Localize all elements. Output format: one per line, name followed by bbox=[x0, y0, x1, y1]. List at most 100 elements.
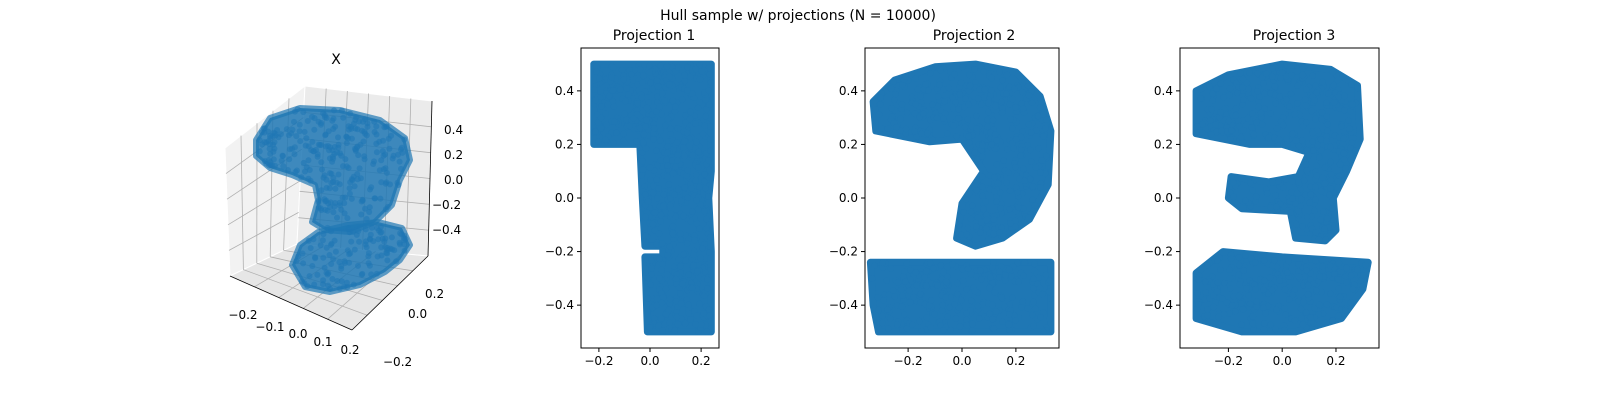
scatter-point bbox=[348, 195, 355, 202]
scatter-point bbox=[1028, 99, 1036, 107]
scatter-point bbox=[1043, 116, 1050, 123]
scatter-point bbox=[1283, 135, 1290, 143]
scatter-point bbox=[315, 197, 322, 204]
scatter-point bbox=[885, 325, 892, 332]
scatter-point bbox=[1273, 203, 1280, 211]
scatter-point bbox=[981, 86, 989, 93]
scatter-point bbox=[651, 315, 658, 322]
scatter-point bbox=[356, 238, 363, 245]
scatter-point bbox=[1235, 292, 1243, 300]
scatter-point bbox=[940, 86, 947, 93]
scatter-point bbox=[320, 110, 327, 117]
scatter-point bbox=[1046, 315, 1053, 323]
scatter-point bbox=[1006, 206, 1013, 213]
scatter-point bbox=[1015, 278, 1022, 285]
scatter-point bbox=[703, 224, 710, 232]
scatter-point bbox=[1030, 285, 1037, 292]
scatter-point bbox=[321, 264, 328, 271]
scatter-point bbox=[988, 74, 995, 82]
scatter-point bbox=[1256, 93, 1263, 100]
scatter-point bbox=[1302, 119, 1310, 126]
scatter-point bbox=[1238, 300, 1245, 307]
scatter-point bbox=[672, 163, 679, 171]
scatter-point bbox=[341, 200, 348, 207]
scatter-point bbox=[1267, 204, 1274, 211]
scatter-point bbox=[931, 311, 938, 318]
scatter-point bbox=[383, 123, 390, 130]
scatter-point bbox=[396, 239, 403, 246]
scatter-point bbox=[1317, 187, 1325, 195]
scatter-point bbox=[650, 125, 658, 132]
scatter-point bbox=[976, 315, 983, 322]
scatter-point bbox=[1240, 126, 1247, 134]
scatter-point bbox=[910, 293, 917, 301]
scatter-point bbox=[1024, 82, 1032, 90]
scatter-point bbox=[989, 301, 996, 309]
scatter-point bbox=[696, 225, 703, 232]
scatter-point bbox=[907, 276, 914, 283]
scatter-point bbox=[622, 97, 629, 105]
scatter-point bbox=[373, 149, 380, 156]
scatter-point bbox=[1030, 292, 1038, 299]
scatter-point bbox=[1329, 317, 1337, 324]
scatter-point bbox=[1309, 138, 1316, 145]
scatter-point bbox=[697, 254, 704, 262]
scatter-point bbox=[707, 135, 714, 143]
scatter-point bbox=[902, 278, 909, 285]
scatter-point bbox=[707, 79, 715, 86]
scatter-point bbox=[662, 311, 670, 318]
scatter-point bbox=[689, 208, 696, 215]
scatter-point bbox=[666, 202, 674, 209]
scatter-point bbox=[358, 211, 365, 218]
scatter-point bbox=[991, 131, 999, 138]
scatter-point bbox=[929, 101, 936, 108]
scatter-point bbox=[677, 290, 684, 297]
scatter-point bbox=[271, 145, 278, 152]
scatter-point bbox=[993, 137, 1000, 144]
scatter-point bbox=[354, 143, 361, 150]
scatter-point bbox=[683, 240, 691, 247]
scatter-point bbox=[702, 113, 709, 120]
scatter-point bbox=[989, 279, 996, 286]
scatter-point bbox=[1012, 136, 1020, 143]
scatter-point bbox=[692, 171, 700, 179]
scatter-point bbox=[1018, 304, 1025, 311]
scatter-point bbox=[1304, 291, 1312, 298]
scatter-point bbox=[342, 156, 349, 163]
scatter-point bbox=[384, 250, 391, 257]
scatter-point bbox=[366, 204, 373, 211]
scatter-point bbox=[362, 241, 369, 248]
scatter-point bbox=[356, 118, 363, 125]
scatter-point bbox=[680, 251, 687, 258]
scatter-point bbox=[1021, 177, 1028, 184]
scatter-point bbox=[653, 302, 660, 309]
scatter-point bbox=[683, 129, 691, 137]
scatter-point bbox=[902, 125, 910, 133]
scatter-point bbox=[875, 306, 882, 314]
scatter-point bbox=[973, 112, 980, 120]
scatter-point bbox=[942, 278, 950, 285]
scatter-point bbox=[320, 254, 327, 261]
3d-x-tick-label: −0.2 bbox=[228, 308, 257, 322]
scatter-point bbox=[1006, 311, 1013, 318]
scatter-point bbox=[642, 232, 649, 239]
scatter-point bbox=[347, 250, 354, 257]
scatter-point bbox=[638, 172, 645, 179]
scatter-point bbox=[1007, 115, 1014, 123]
scatter-point bbox=[1025, 121, 1033, 128]
scatter-point bbox=[985, 99, 992, 107]
scatter-point bbox=[1037, 169, 1044, 176]
scatter-point bbox=[898, 303, 906, 310]
scatter-point bbox=[1027, 146, 1034, 154]
scatter-point bbox=[387, 181, 393, 188]
scatter-point bbox=[310, 148, 317, 155]
scatter-point bbox=[934, 102, 941, 110]
scatter-point bbox=[633, 111, 641, 118]
scatter-point bbox=[330, 209, 337, 216]
scatter-point bbox=[1246, 69, 1253, 77]
scatter-point bbox=[1245, 292, 1253, 299]
scatter-point bbox=[1325, 90, 1332, 98]
scatter-point bbox=[1202, 289, 1209, 296]
scatter-point bbox=[1307, 183, 1314, 190]
scatter-point bbox=[1303, 213, 1311, 221]
